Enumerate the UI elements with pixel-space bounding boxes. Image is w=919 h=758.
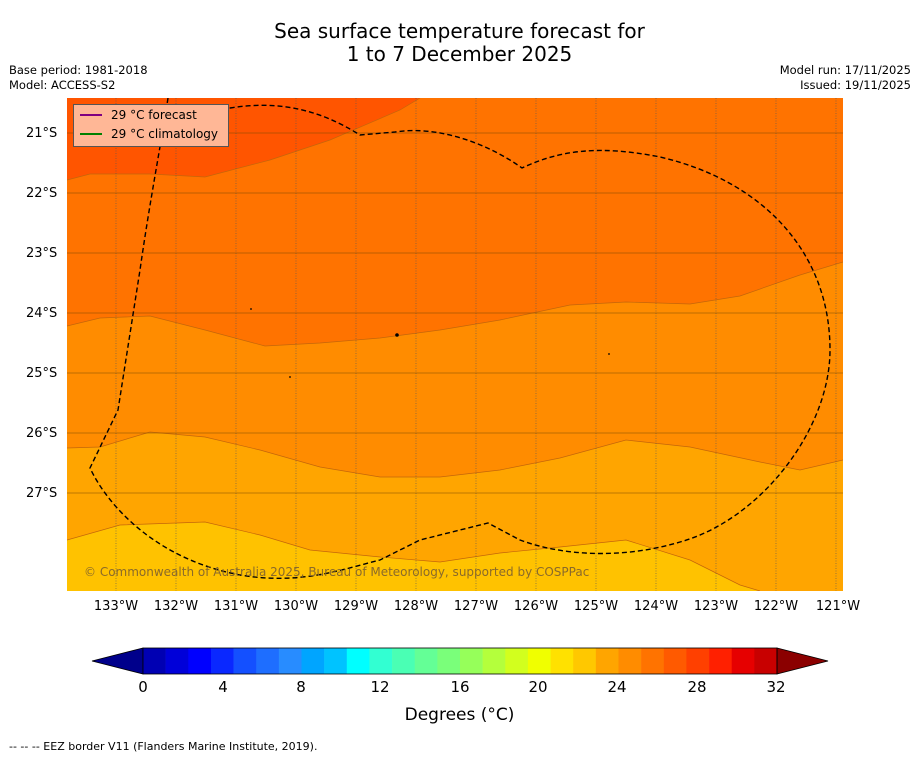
model-name: Model: ACCESS-S2 [9,78,116,92]
colorbar-cell [233,648,257,674]
colorbar-border [142,647,778,675]
colorbar-cell [369,648,393,674]
colorbar-tick: 20 [528,678,548,696]
contour-lines [67,98,843,591]
legend-climatology-label: 29 °C climatology [111,127,219,141]
colorbar-cell [505,648,529,674]
lon-label: 127°W [453,599,499,614]
lon-label: 121°W [815,599,861,614]
colorbar-tick: 4 [218,678,228,696]
colorbar-cell [210,648,234,674]
colorbar-cell [527,648,551,674]
colorbar-cell [460,648,483,674]
lon-label: 123°W [693,599,739,614]
colorbar-cell [709,648,733,674]
base-period: Base period: 1981-2018 [9,63,148,77]
colorbar-tick: 32 [766,678,786,696]
colorbar-cell [482,648,506,674]
colorbar-tick: 24 [607,678,627,696]
map-legend: 29 °C forecast 29 °C climatology [73,104,229,147]
island-markers [250,308,610,378]
climatology-line-swatch [80,133,102,135]
lon-label: 133°W [93,599,139,614]
colorbar-cell [641,648,665,674]
colorbar-cell [414,648,438,674]
lon-label: 129°W [333,599,379,614]
lon-label: 125°W [573,599,619,614]
colorbar-tick: 12 [370,678,390,696]
lat-label: 26°S [26,426,58,441]
legend-forecast: 29 °C forecast [80,107,197,123]
chart-title-line2: 1 to 7 December 2025 [346,42,573,66]
sst-map [67,98,843,591]
lat-label: 21°S [26,126,58,141]
colorbar-cell [686,648,710,674]
colorbar-cell [188,648,212,674]
colorbar-tick: 0 [138,678,148,696]
colorbar-cell [278,648,302,674]
lon-label: 130°W [273,599,319,614]
lon-label: 131°W [213,599,259,614]
lat-label: 25°S [26,366,58,381]
lat-label: 24°S [26,306,58,321]
colorbar-cell [165,648,189,674]
issued-date: Issued: 19/11/2025 [800,78,911,92]
colorbar-extend-low [91,647,144,675]
legend-climatology: 29 °C climatology [80,126,218,142]
colorbar-cell [392,648,416,674]
eez-footnote: -- -- -- EEZ border V11 (Flanders Marine… [9,740,318,753]
colorbar-tick: 8 [296,678,306,696]
colorbar-cell [618,648,642,674]
lon-label: 126°W [513,599,559,614]
colorbar-label: Degrees (°C) [404,705,515,725]
copyright-notice: © Commonwealth of Australia 2025, Bureau… [84,565,590,579]
colorbar-cell [573,648,597,674]
lon-label: 128°W [393,599,439,614]
colorbar-cell [301,648,325,674]
lon-label: 132°W [153,599,199,614]
colorbar-cell [256,648,280,674]
band-23-24 [67,522,760,591]
legend-forecast-label: 29 °C forecast [111,108,197,122]
chart-title-line1: Sea surface temperature forecast for [274,19,645,43]
colorbar [91,647,829,675]
meta-left: Base period: 1981-2018 Model: ACCESS-S2 [9,63,148,93]
colorbar-cell [324,648,348,674]
colorbar-cell [595,648,619,674]
lat-label: 27°S [26,486,58,501]
colorbar-cell [437,648,461,674]
lon-label: 122°W [753,599,799,614]
graticule [115,98,837,591]
colorbar-cell [663,648,687,674]
eez-border [89,98,831,579]
colorbar-cell [731,648,755,674]
colorbar-cells [91,647,829,675]
model-run: Model run: 17/11/2025 [779,63,911,77]
colorbar-extend-high [776,647,829,675]
colorbar-tick: 16 [450,678,470,696]
colorbar-cell [754,648,778,674]
colorbar-cell [550,648,574,674]
colorbar-cell [346,648,370,674]
lat-label: 22°S [26,186,58,201]
forecast-line-swatch [80,114,102,116]
lon-label: 124°W [633,599,679,614]
colorbar-cell [143,648,166,674]
meta-right: Model run: 17/11/2025 Issued: 19/11/2025 [780,63,911,93]
colorbar-tick: 28 [687,678,707,696]
lat-label: 23°S [26,246,58,261]
